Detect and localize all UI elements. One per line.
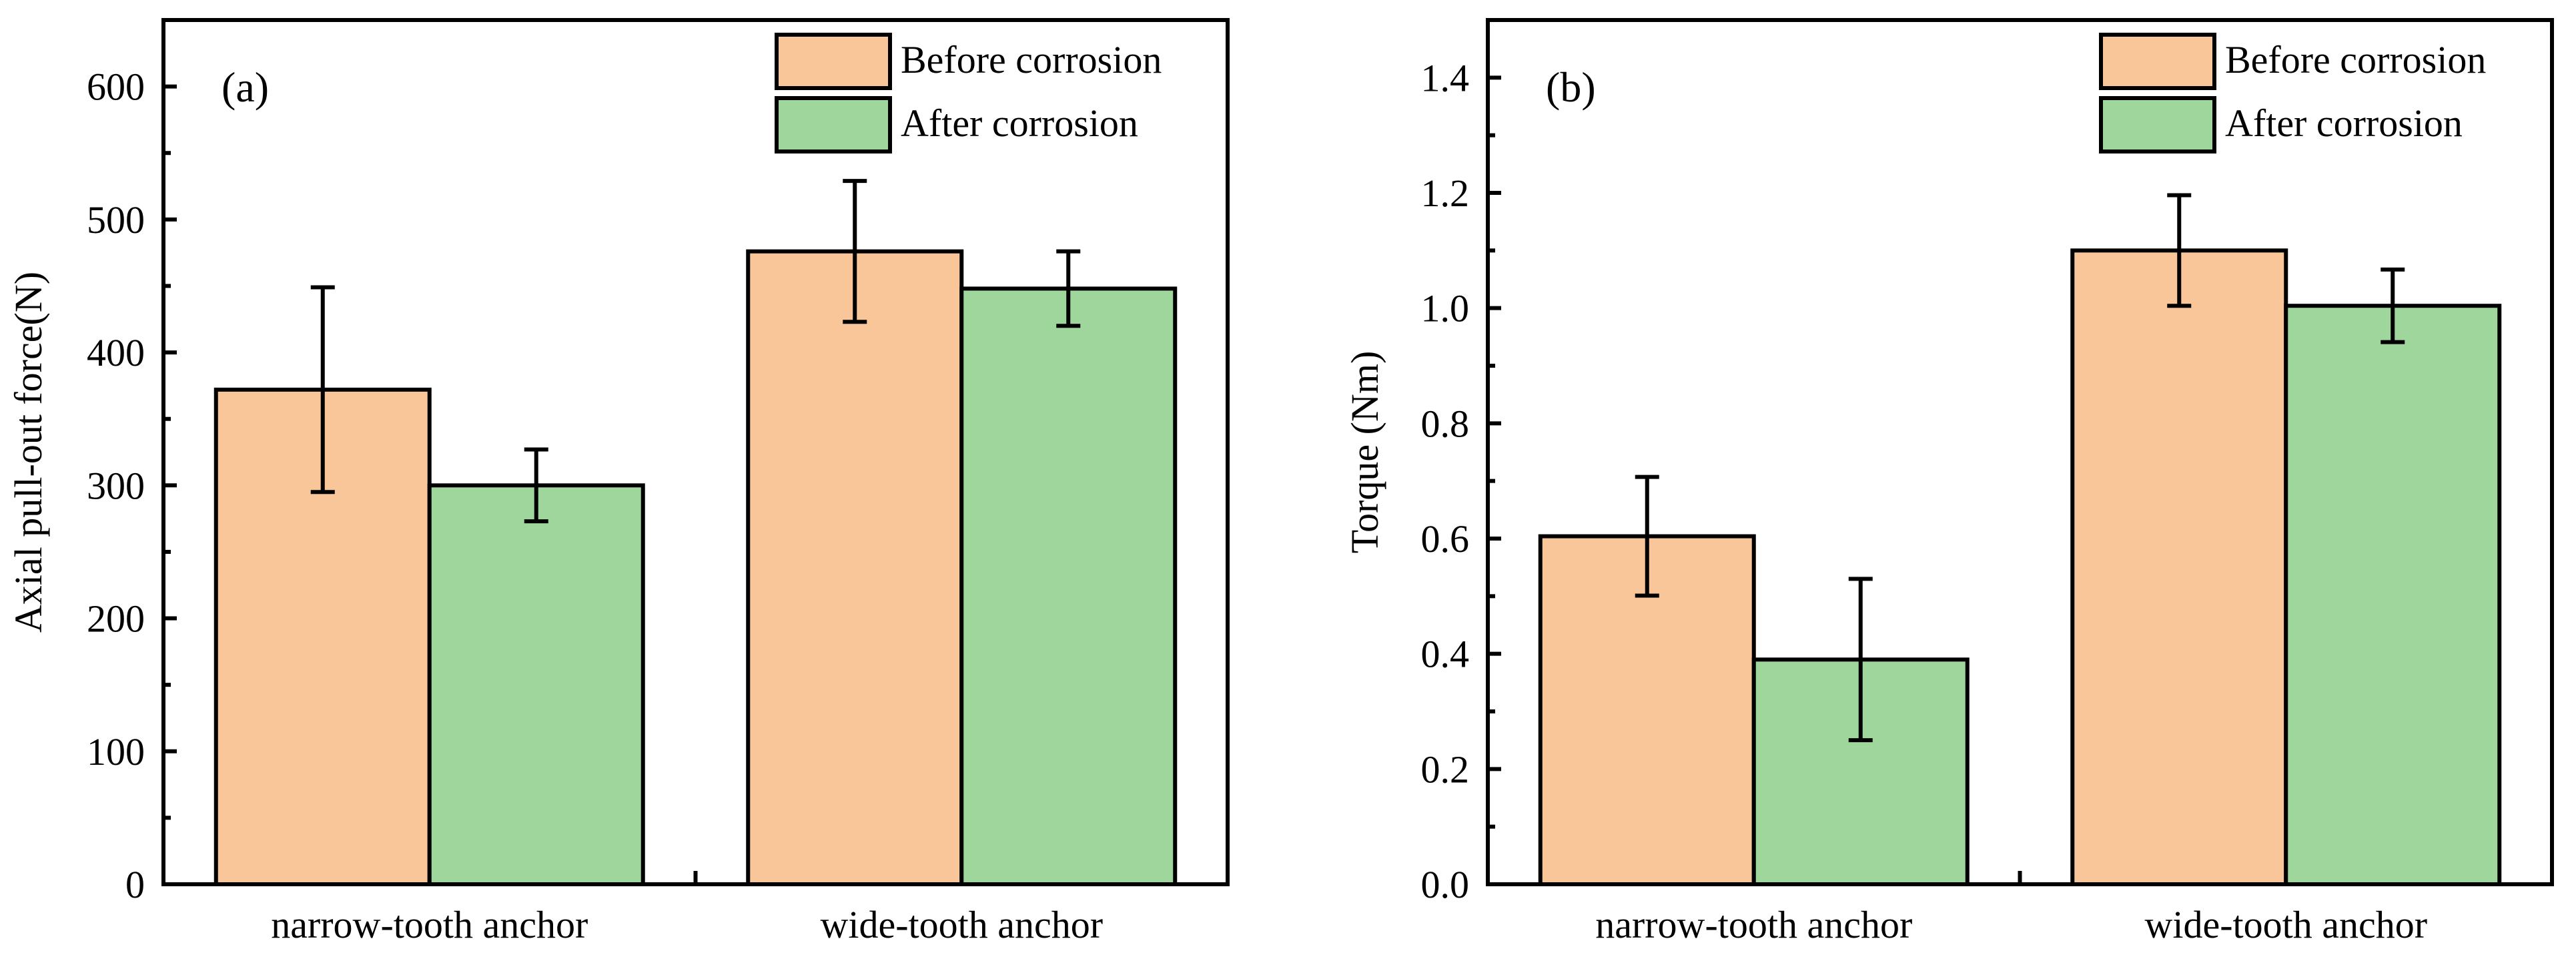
y-tick-label: 300 (87, 464, 145, 507)
chart-panel-1: 0 100 200 300 400 500 600 narrow-tooth anchor wi… (7, 18, 1230, 946)
legend-label-before: Before corrosion (2225, 38, 2486, 81)
y-tick-label: 200 (87, 597, 145, 641)
legend-swatch-before (2099, 33, 2216, 90)
x-tick-label: narrow-tooth anchor (1595, 903, 1912, 946)
y-tick-label: 0.8 (1421, 402, 1470, 445)
error-bar-before-narrow (1635, 474, 1659, 598)
y-tick-label: 0.0 (1421, 863, 1470, 906)
y-axis-label: Torque (Nm) (1343, 351, 1386, 554)
panel-label: (b) (1546, 63, 1596, 111)
y-tick-label: 1.2 (1421, 172, 1470, 215)
y-axis-label: Axial pull-out force(N) (7, 272, 50, 633)
legend-swatch-before (775, 33, 892, 90)
y-tick-label: 500 (87, 198, 145, 242)
legend-label-after: After corrosion (901, 101, 1138, 145)
error-bar-after-narrow (1848, 577, 1873, 743)
bar-before-wide (746, 249, 964, 886)
error-bar-after-wide (1056, 249, 1081, 328)
legend: Before corrosion After corrosion (775, 33, 1162, 153)
error-bar-after-wide (2381, 267, 2405, 344)
bar-after-wide (959, 286, 1178, 886)
bar-after-narrow (427, 483, 645, 886)
y-tick-label: 400 (87, 331, 145, 374)
error-bar-before-wide (843, 179, 867, 324)
y-tick-label: 1.0 (1421, 287, 1470, 330)
y-tick-label: 600 (87, 65, 145, 109)
error-bar-before-narrow (310, 285, 335, 495)
x-tick-label: narrow-tooth anchor (271, 903, 588, 946)
x-tick-label: wide-tooth anchor (2144, 903, 2427, 946)
panel-label: (a) (222, 63, 269, 111)
legend-label-before: Before corrosion (901, 38, 1162, 81)
legend-label-after: After corrosion (2225, 101, 2463, 145)
y-tick-label: 100 (87, 730, 145, 773)
y-tick-label: 1.4 (1421, 56, 1470, 99)
y-tick-label: 0.4 (1421, 633, 1470, 676)
bar-before-wide (2070, 248, 2288, 887)
chart-panel-2: 0.0 0.2 0.4 0.6 0.8 1.0 1.2 1.4 narrow-tooth anc… (1343, 18, 2554, 946)
y-tick-label: 0.2 (1421, 747, 1470, 791)
x-tick-label: wide-tooth anchor (820, 903, 1103, 946)
y-tick-label: 0 (125, 863, 145, 906)
y-tick-label: 0.6 (1421, 517, 1470, 561)
legend: Before corrosion After corrosion (2099, 33, 2486, 153)
legend-swatch-after (2099, 96, 2216, 153)
legend-swatch-after (775, 96, 892, 153)
bar-after-wide (2284, 304, 2502, 887)
error-bar-before-wide (2167, 193, 2192, 308)
error-bar-after-narrow (524, 447, 548, 524)
